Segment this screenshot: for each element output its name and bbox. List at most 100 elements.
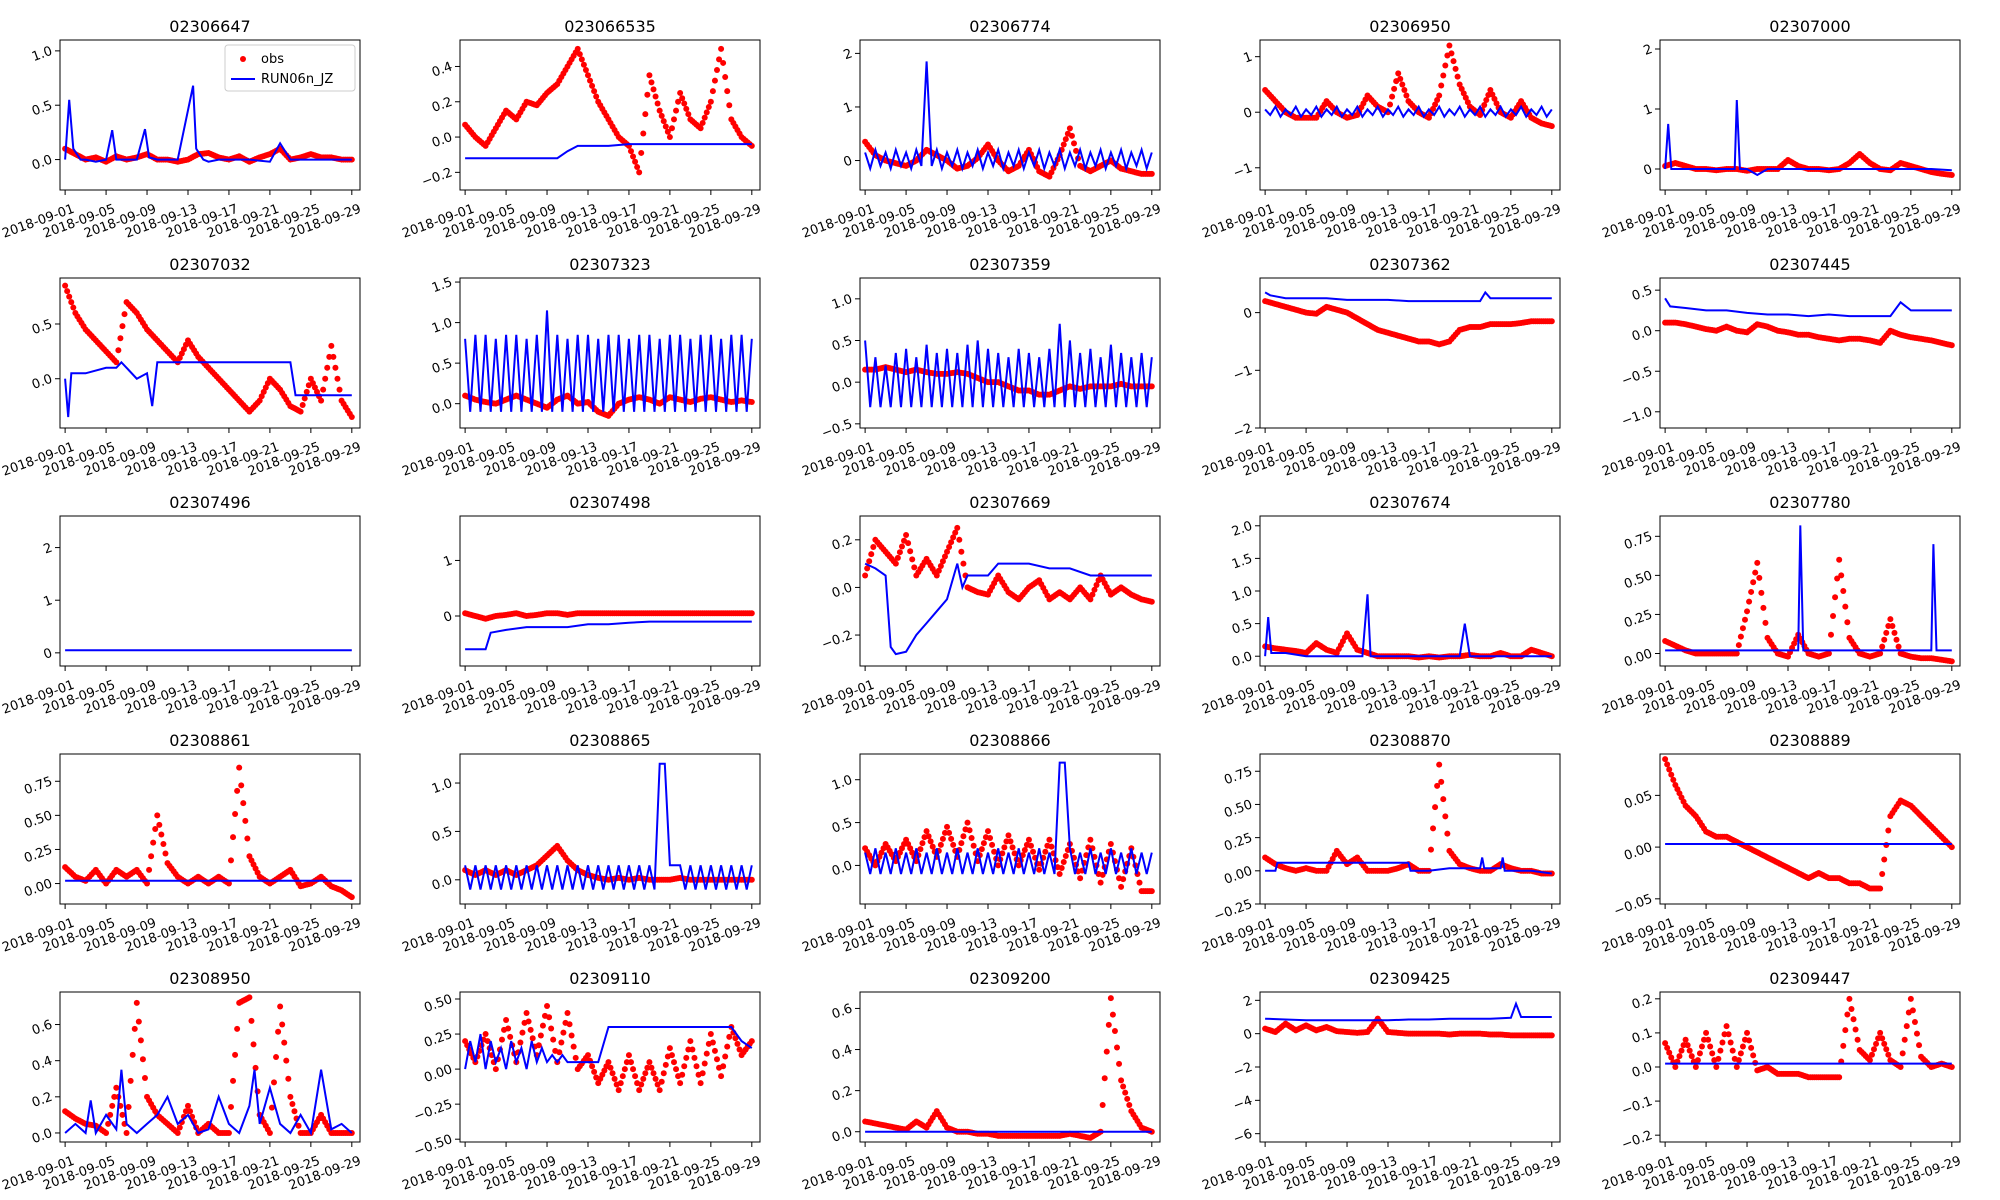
obs-point: [113, 359, 120, 366]
subplot-title: 023066535: [564, 17, 656, 36]
y-tick-label: 1.0: [830, 773, 855, 794]
obs-point: [332, 364, 339, 371]
obs-point: [587, 77, 594, 84]
y-tick-label: 0.6: [830, 1001, 855, 1022]
obs-point: [115, 347, 122, 354]
subplot-02307674: 023076740.00.51.01.52.02018-09-012018-09…: [1200, 493, 1563, 718]
subplot-title: 02307498: [569, 493, 650, 512]
obs-point: [1909, 1007, 1916, 1014]
obs-point: [1060, 141, 1067, 148]
obs-point: [991, 848, 998, 855]
obs-point: [1854, 1036, 1861, 1043]
y-tick-label: 0.00: [422, 1062, 454, 1086]
series-model-line: [864, 761, 1153, 875]
obs-point: [1120, 876, 1127, 883]
obs-point: [1825, 650, 1832, 657]
axes-frame: [1659, 991, 1961, 1143]
y-tick-label: 0.0: [830, 375, 855, 396]
obs-point: [1548, 870, 1555, 877]
obs-point: [1913, 1030, 1920, 1037]
obs-point: [289, 1101, 296, 1108]
y-tick-label: −2: [1231, 1060, 1254, 1081]
obs-point: [681, 100, 688, 107]
obs-point: [250, 1041, 257, 1048]
y-tick-label: 0.50: [1622, 568, 1654, 592]
plot-area: [1662, 297, 1955, 349]
obs-point: [230, 1077, 237, 1084]
plot-area: [1262, 42, 1555, 130]
y-tick-label: −0.2: [820, 628, 855, 653]
y-tick-label: 0.2: [430, 95, 455, 116]
y-tick-label: 0: [842, 153, 855, 170]
y-tick-label: 0.75: [1622, 529, 1654, 553]
obs-point: [864, 565, 871, 572]
series-model-line: [864, 323, 1153, 408]
obs-point: [636, 169, 643, 176]
axes-frame: [459, 39, 761, 191]
obs-point: [1686, 1047, 1693, 1054]
y-tick-label: −2: [1231, 421, 1254, 442]
obs-point: [941, 553, 948, 560]
obs-point: [701, 114, 708, 121]
obs-point: [1719, 1039, 1726, 1046]
obs-point: [1752, 569, 1759, 576]
obs-point: [1848, 1006, 1855, 1013]
y-tick-label: 0.2: [830, 1084, 855, 1105]
obs-point: [1838, 572, 1845, 579]
obs-point: [1735, 642, 1742, 649]
obs-point: [640, 1075, 647, 1082]
y-tick-label: 0.50: [22, 808, 54, 832]
subplot-title: 02306774: [969, 17, 1050, 36]
obs-point: [119, 323, 126, 330]
axes-frame: [859, 39, 1161, 191]
obs-point: [689, 1046, 696, 1053]
obs-point: [121, 311, 128, 318]
obs-point: [1948, 172, 1955, 178]
obs-point: [646, 1059, 653, 1066]
y-tick-label: 0.5: [30, 317, 55, 338]
obs-point: [348, 414, 355, 421]
obs-point: [1397, 75, 1404, 82]
axes-frame: [459, 753, 761, 905]
obs-point: [703, 109, 710, 116]
obs-point: [240, 800, 247, 807]
obs-point: [1436, 92, 1443, 99]
obs-point: [952, 529, 959, 536]
obs-point: [675, 98, 682, 105]
obs-point: [246, 994, 253, 1001]
obs-point: [933, 572, 940, 579]
legend-model-label: RUN06n_JZ: [261, 72, 333, 87]
obs-point: [268, 1104, 275, 1111]
legend-box: [224, 44, 356, 92]
obs-point: [937, 841, 944, 848]
plot-area: [1262, 290, 1555, 348]
obs-point: [1692, 1064, 1699, 1070]
subplot-title: 02307362: [1369, 255, 1450, 274]
obs-point: [1091, 586, 1098, 593]
obs-point: [966, 827, 973, 834]
y-tick-label: 1.5: [430, 275, 455, 296]
obs-point: [1713, 1064, 1720, 1070]
obs-point: [1883, 1046, 1890, 1053]
y-tick-label: 0.00: [1622, 840, 1654, 864]
axes-frame: [459, 515, 761, 667]
y-tick-label: 1: [442, 553, 455, 570]
obs-point: [621, 1066, 628, 1073]
obs-point: [568, 1032, 575, 1039]
obs-point: [275, 1028, 282, 1035]
y-tick-label: 2: [42, 541, 55, 558]
series-obs: [1262, 42, 1555, 130]
obs-point: [634, 164, 641, 171]
obs-point: [295, 1122, 302, 1129]
axes-frame: [59, 39, 361, 191]
obs-point: [593, 93, 600, 100]
obs-point: [225, 1129, 232, 1136]
obs-point: [1756, 574, 1763, 581]
obs-point: [720, 1063, 727, 1070]
obs-point: [1760, 604, 1767, 611]
obs-point: [1430, 825, 1437, 832]
obs-point: [1682, 1036, 1689, 1043]
subplot-02307669: 02307669−0.20.00.22018-09-012018-09-0520…: [800, 493, 1163, 718]
obs-point: [1881, 1040, 1888, 1047]
obs-point: [1116, 1060, 1123, 1067]
